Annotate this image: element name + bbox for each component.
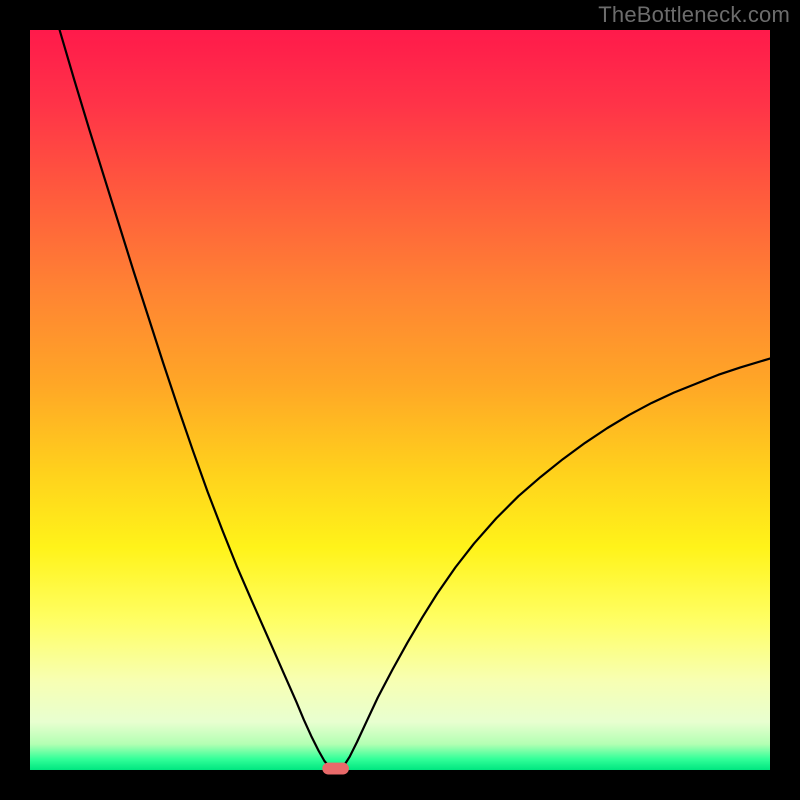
bottleneck-chart-svg — [0, 0, 800, 800]
watermark-text: TheBottleneck.com — [598, 0, 800, 30]
chart-canvas: TheBottleneck.com — [0, 0, 800, 800]
optimal-point-marker — [322, 763, 349, 775]
